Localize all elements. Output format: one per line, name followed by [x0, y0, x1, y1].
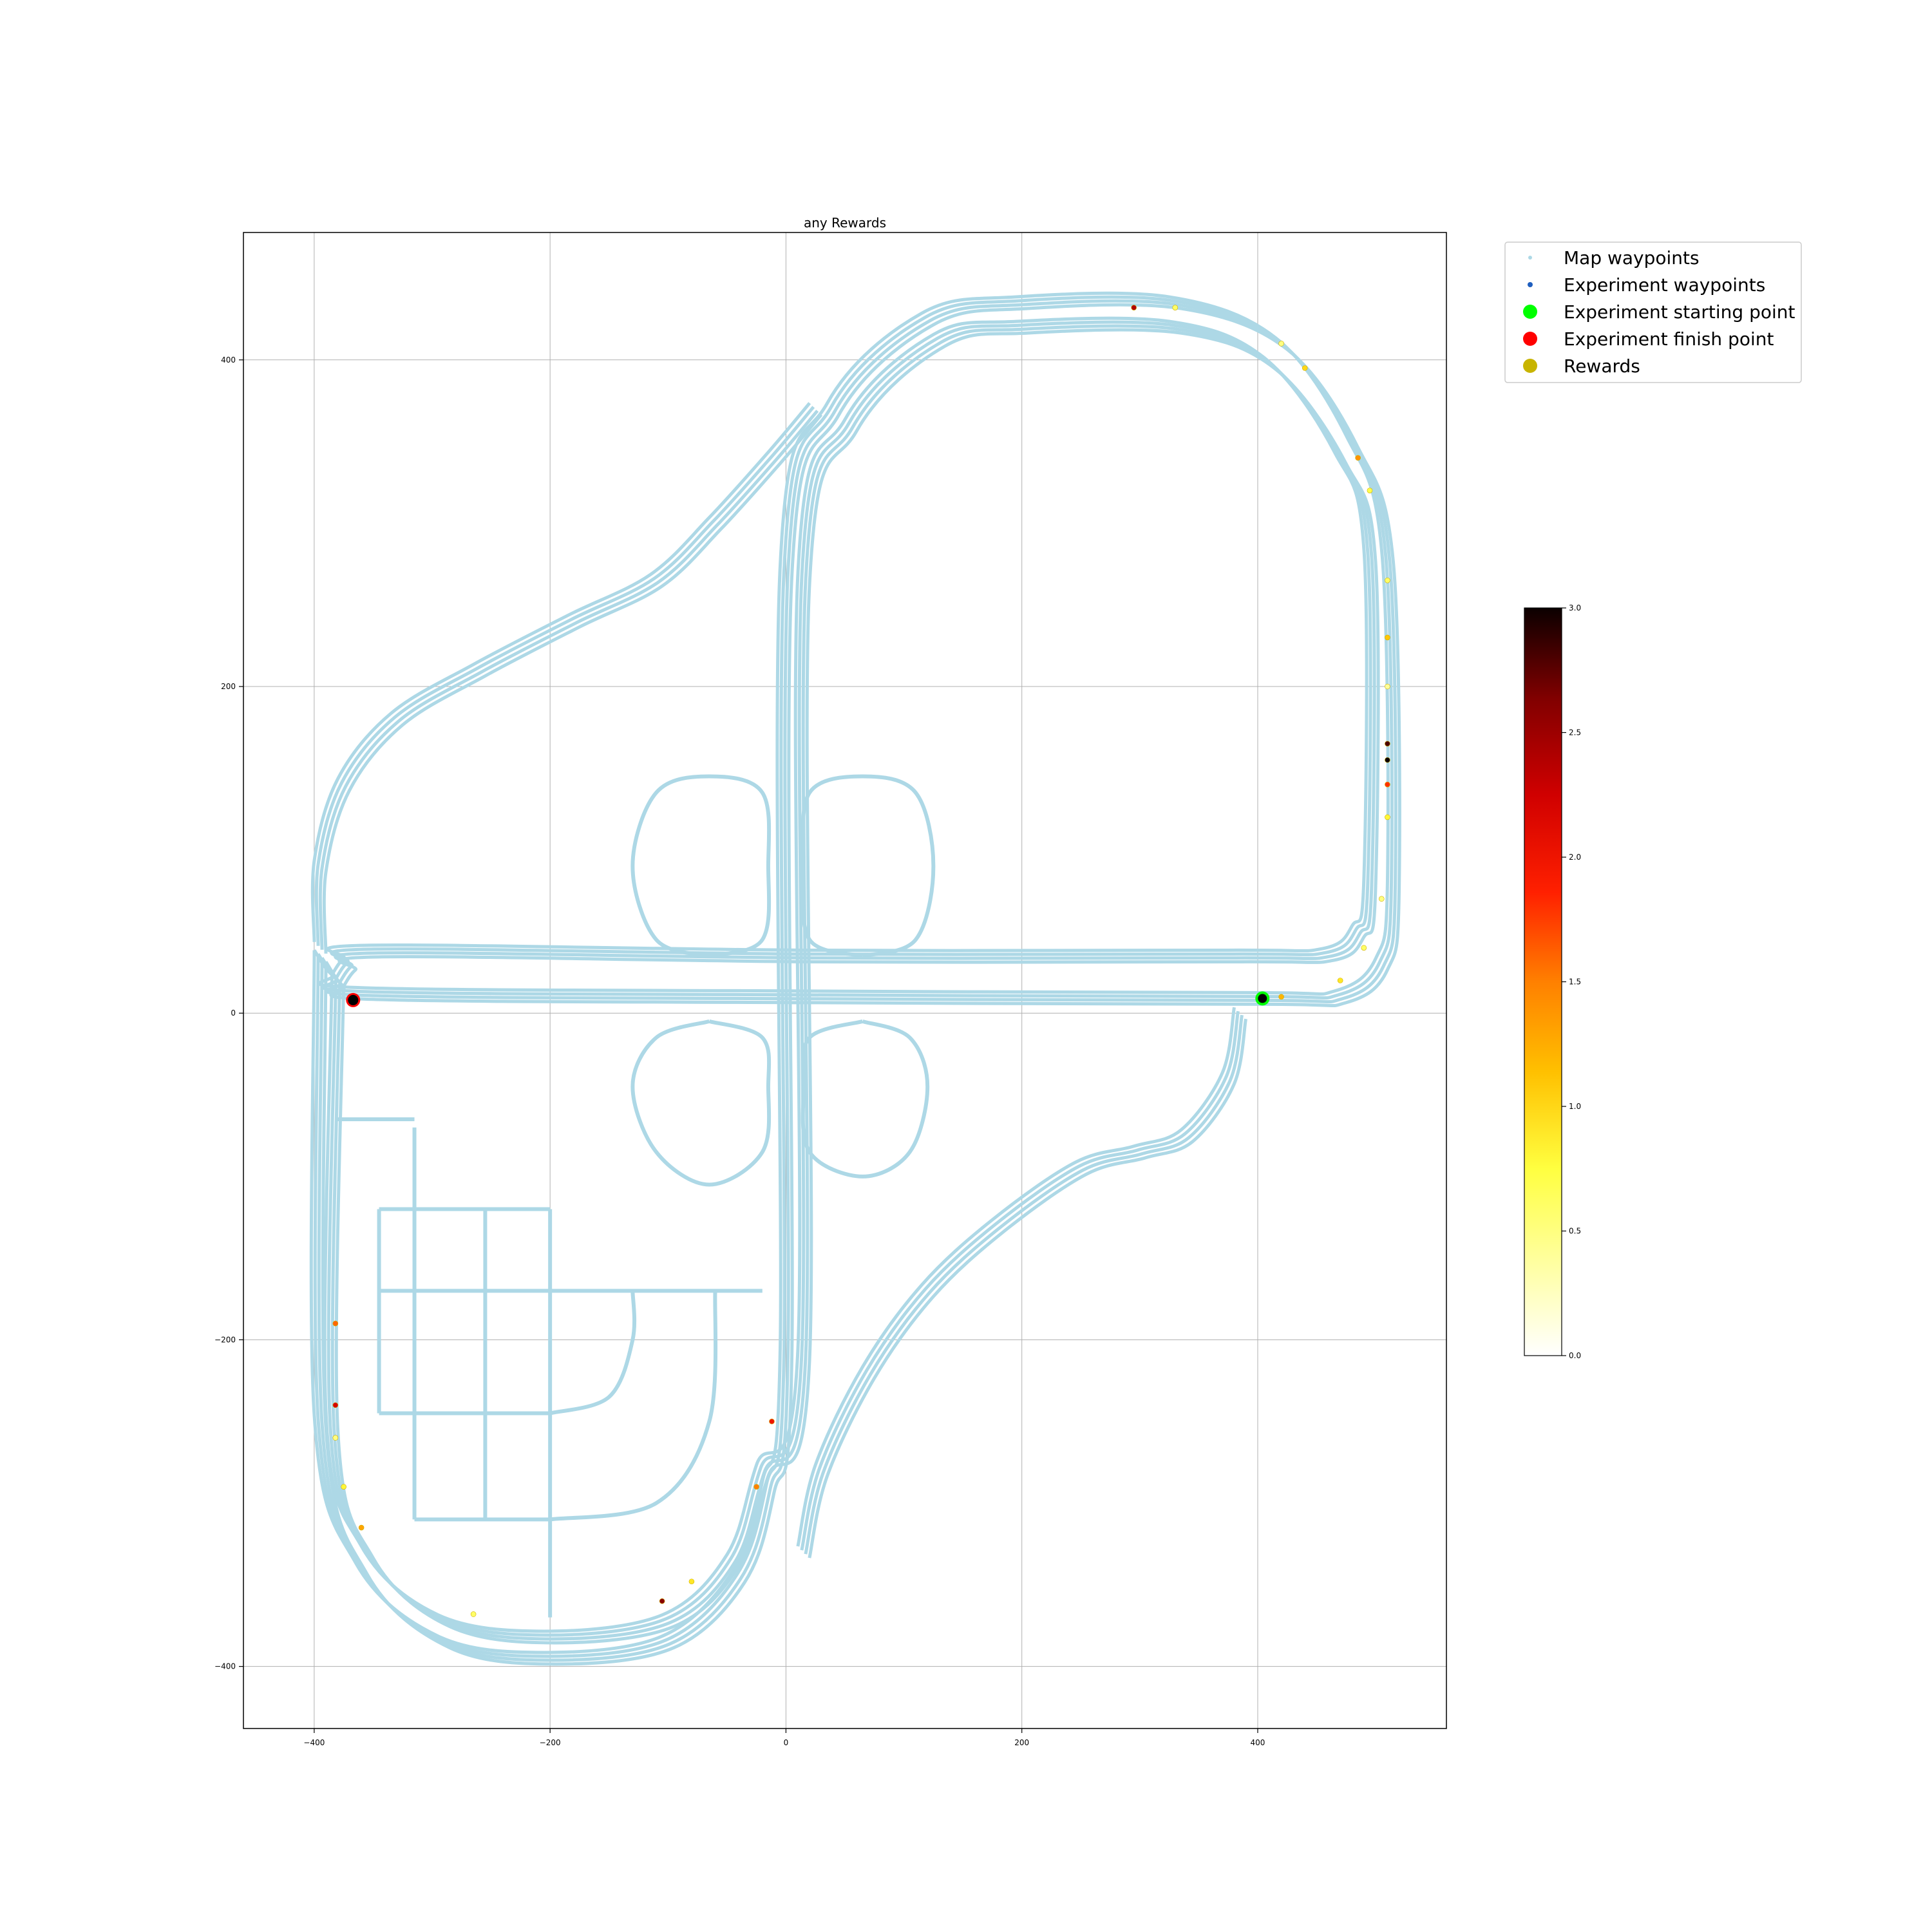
x-tick-label: −400: [303, 1738, 325, 1747]
reward-point: [332, 1435, 339, 1441]
reward-point: [1278, 341, 1284, 346]
reward-point: [688, 1578, 695, 1585]
x-tick-label: −200: [540, 1738, 561, 1747]
reward-point: [1385, 757, 1390, 763]
y-tick-label: −400: [214, 1662, 236, 1671]
colorbar-tick-label: 2.5: [1569, 728, 1581, 737]
legend-box: [1504, 242, 1802, 383]
experiment-points: [346, 991, 1270, 1007]
map-path: [800, 1019, 930, 1179]
y-tick-label: 200: [221, 682, 236, 691]
legend-marker-experiment-waypoints: [1528, 282, 1533, 287]
map-path: [630, 1019, 772, 1187]
y-axis-ticks: −400 −200 0 200 400: [214, 355, 243, 1671]
reward-point: [1355, 455, 1361, 461]
reward-point: [332, 1320, 339, 1327]
reward-point: [1302, 365, 1308, 371]
reward-point: [1385, 683, 1390, 690]
colorbar-tick-label: 0.5: [1569, 1227, 1581, 1236]
colorbar-tick-label: 3.0: [1569, 603, 1581, 612]
reward-point: [1367, 488, 1373, 493]
reward-point: [769, 1418, 775, 1425]
map-path-lane: [321, 303, 1401, 1666]
map-path-lane: [808, 1018, 1247, 1558]
map-path: [549, 1291, 718, 1522]
map-path-lane: [796, 1007, 1236, 1547]
reward-point: [332, 1402, 339, 1408]
map-path-lane: [804, 1014, 1244, 1555]
x-tick-label: 400: [1251, 1738, 1265, 1747]
reward-point: [1385, 577, 1390, 583]
legend-label-experiment-starting-point: Experiment starting point: [1564, 301, 1795, 323]
reward-point: [1385, 781, 1390, 788]
reward-point: [1361, 945, 1367, 951]
map-path-lane: [310, 402, 811, 942]
reward-point: [341, 1484, 346, 1490]
legend-marker-rewards: [1523, 359, 1537, 373]
chart-title: any Rewards: [804, 215, 886, 231]
colorbar-tick-label: 1.5: [1569, 978, 1581, 987]
colorbar-tick-label: 0.0: [1569, 1351, 1581, 1360]
reward-point: [1337, 978, 1343, 983]
x-tick-label: 0: [784, 1738, 789, 1747]
reward-point: [1172, 305, 1179, 310]
legend-label-map-waypoints: Map waypoints: [1564, 247, 1700, 269]
map-path: [800, 774, 936, 958]
reward-point: [1131, 305, 1137, 310]
y-tick-label: −200: [214, 1335, 236, 1344]
map-path-lane: [334, 328, 1380, 1645]
x-tick-label: 200: [1014, 1738, 1029, 1747]
map-path-lane: [323, 316, 1368, 1633]
reward-point: [1385, 634, 1390, 641]
reward-point: [470, 1611, 477, 1617]
map-path-lane: [318, 410, 819, 950]
reward-point: [1385, 814, 1390, 820]
x-axis-ticks: −400 −200 0 200 400: [303, 1728, 1265, 1747]
map-path-lane: [330, 324, 1376, 1641]
legend-label-experiment-waypoints: Experiment waypoints: [1564, 274, 1765, 296]
start-point-core: [1258, 994, 1267, 1003]
map-waypoints: [309, 291, 1401, 1666]
map-path-lane: [317, 299, 1397, 1662]
map-path-lane: [309, 291, 1390, 1654]
plot-area: −400 −200 0 200 400 −400 −200 0 200 400: [214, 232, 1447, 1747]
axes-frame: [243, 232, 1447, 1729]
map-path-lane: [322, 413, 823, 954]
legend-marker-experiment-finish-point: [1523, 332, 1537, 346]
reward-point: [1378, 896, 1385, 902]
map-path-lane: [314, 406, 815, 946]
reward-point: [753, 1484, 759, 1490]
colorbar-tick-label: 1.0: [1569, 1102, 1581, 1111]
y-tick-label: 400: [221, 355, 236, 365]
finish-point-core: [348, 994, 359, 1005]
map-path-lane: [313, 295, 1394, 1658]
legend: Map waypoints Experiment waypoints Experim…: [1504, 242, 1802, 383]
reward-point: [659, 1598, 665, 1604]
legend-marker-map-waypoints: [1528, 256, 1532, 260]
map-path-lane: [800, 1010, 1240, 1551]
map-path: [630, 774, 772, 958]
map-path: [549, 1291, 637, 1416]
reward-point: [358, 1524, 365, 1531]
legend-label-experiment-finish-point: Experiment finish point: [1564, 328, 1774, 350]
colorbar: 0.0 0.5 1.0 1.5 2.0 2.5 3.0: [1524, 603, 1581, 1360]
legend-marker-experiment-starting-point: [1523, 305, 1537, 319]
reward-markers: [332, 305, 1390, 1617]
colorbar-tick-label: 2.0: [1569, 853, 1581, 862]
reward-point: [1278, 994, 1284, 1000]
legend-label-rewards: Rewards: [1564, 355, 1640, 377]
map-path-lane: [327, 320, 1372, 1637]
y-tick-label: 0: [231, 1009, 236, 1018]
colorbar-gradient: [1524, 607, 1562, 1356]
reward-point: [1385, 741, 1390, 747]
